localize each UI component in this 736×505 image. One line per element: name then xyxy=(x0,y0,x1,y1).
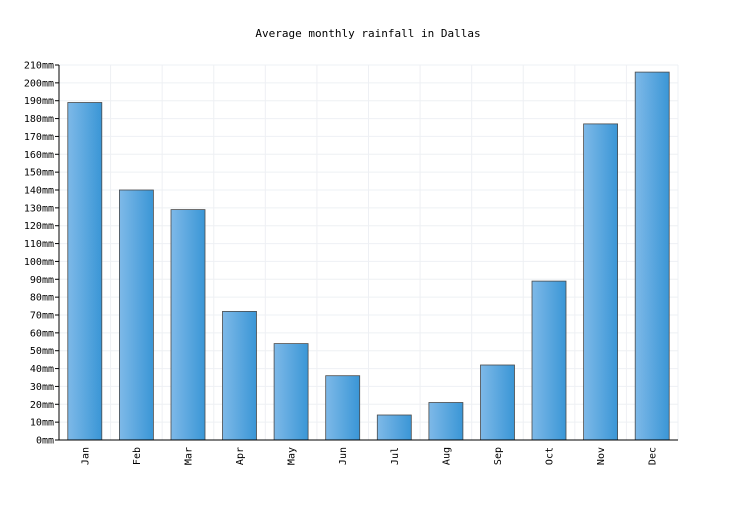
x-tick-labels: Jan Feb Mar Apr May Jun Jul Aug Sep Oct Nov Dec xyxy=(80,447,658,465)
y-tick-label: 120mm xyxy=(24,221,54,232)
y-tick-label: 130mm xyxy=(24,203,54,214)
bar-dec xyxy=(634,71,670,441)
y-tick-label: 140mm xyxy=(24,186,54,197)
x-tick-label: Jan xyxy=(80,447,91,465)
x-tick-label: Jun xyxy=(338,447,349,465)
y-tick-label: 50mm xyxy=(30,346,54,357)
y-tick-label: 170mm xyxy=(24,132,54,143)
y-tick-label: 0mm xyxy=(36,436,54,447)
bar-nov xyxy=(583,123,618,441)
y-tick-label: 210mm xyxy=(24,61,54,72)
x-tick-label: Oct xyxy=(545,447,556,465)
y-tick-label: 180mm xyxy=(24,114,54,125)
bar-jan xyxy=(67,102,103,441)
x-tick-label: Nov xyxy=(596,447,607,465)
y-tick-label: 160mm xyxy=(24,150,54,161)
bar-oct xyxy=(531,280,567,441)
bars xyxy=(67,71,670,441)
bar-jul xyxy=(376,414,412,441)
y-tick-label: 190mm xyxy=(24,96,54,107)
bar-jun xyxy=(325,375,361,441)
bar-aug xyxy=(428,402,464,441)
y-tick-label: 60mm xyxy=(30,328,54,339)
y-tick-label: 70mm xyxy=(30,311,54,322)
y-tick-label: 200mm xyxy=(24,78,54,89)
y-tick-label: 100mm xyxy=(24,257,54,268)
y-tick-label: 10mm xyxy=(30,418,54,429)
bar-feb xyxy=(119,189,154,441)
y-tick-label: 110mm xyxy=(24,239,54,250)
bar-apr xyxy=(222,310,257,441)
x-tick-label: Jul xyxy=(390,447,401,465)
axes xyxy=(58,65,678,441)
y-tick-label: 40mm xyxy=(30,364,54,375)
x-tick-label: Dec xyxy=(648,447,659,465)
x-tick-label: Mar xyxy=(183,447,194,465)
bar-may xyxy=(273,343,309,441)
y-tick-labels: 0mm 10mm 20mm 30mm 40mm 50mm 60mm 70mm 80mm 90mm 1… xyxy=(24,61,59,447)
x-tick-label: Sep xyxy=(493,447,504,465)
x-tick-label: Feb xyxy=(132,447,143,465)
y-tick-label: 150mm xyxy=(24,168,54,179)
y-tick-label: 90mm xyxy=(30,275,54,286)
x-tick-label: Aug xyxy=(441,447,452,465)
y-tick-label: 30mm xyxy=(30,382,54,393)
x-tick-label: Apr xyxy=(235,447,246,465)
bar-mar xyxy=(170,209,206,441)
bar-sep xyxy=(480,364,515,441)
chart-title: Average monthly rainfall in Dallas xyxy=(255,27,480,40)
grid xyxy=(59,64,679,440)
y-tick-label: 80mm xyxy=(30,293,54,304)
x-tick-label: May xyxy=(287,447,298,465)
y-tick-label: 20mm xyxy=(30,400,54,411)
